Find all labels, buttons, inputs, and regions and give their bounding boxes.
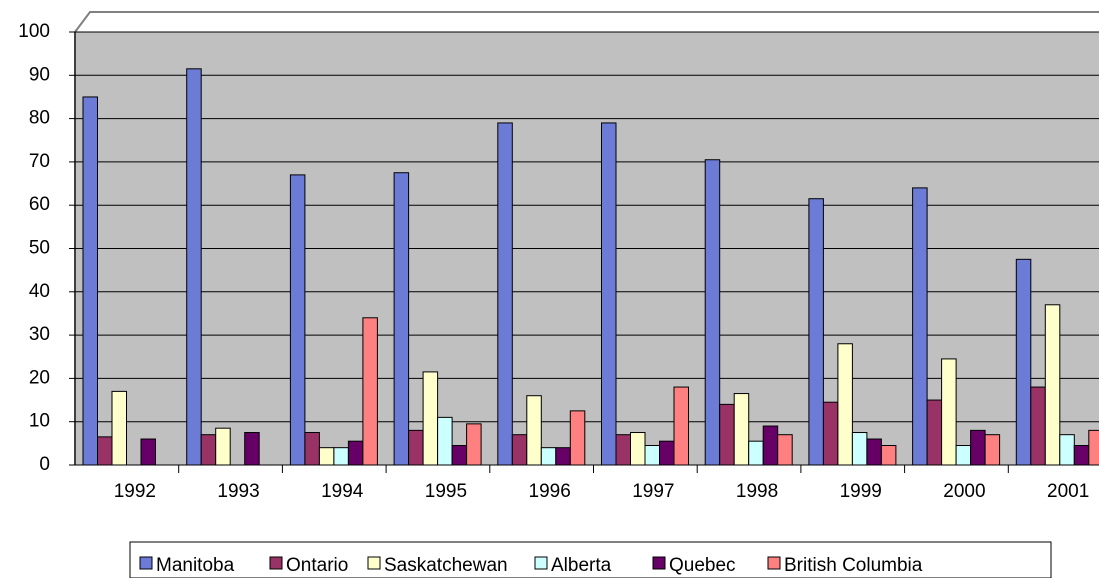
bar <box>601 122 617 466</box>
legend-swatch <box>269 556 283 570</box>
legend-swatch <box>534 556 548 570</box>
bar <box>408 429 424 466</box>
bar <box>912 187 928 466</box>
y-tick-label: 90 <box>29 64 50 85</box>
y-tick-label: 30 <box>29 324 50 345</box>
x-tick-label: 1997 <box>632 481 674 502</box>
x-tick-label: 2000 <box>943 481 985 502</box>
bar <box>733 393 750 466</box>
y-tick-label: 0 <box>39 454 50 475</box>
bar <box>111 390 127 466</box>
bar <box>362 317 378 466</box>
bar <box>200 434 217 466</box>
x-tick-label: 2001 <box>1047 481 1089 502</box>
bar <box>673 386 689 466</box>
bar <box>318 447 335 466</box>
bar <box>615 434 631 466</box>
legend-label: British Columbia <box>784 555 923 576</box>
y-tick-label: 100 <box>18 21 50 42</box>
bar <box>97 436 113 466</box>
bar <box>851 432 868 466</box>
bar <box>880 445 897 466</box>
x-tick-label: 1993 <box>217 481 259 502</box>
bar <box>393 172 410 466</box>
bar <box>244 432 260 466</box>
bar <box>289 174 306 466</box>
y-tick-label: 10 <box>29 411 50 432</box>
bar <box>569 410 586 466</box>
bar <box>215 427 231 466</box>
bar <box>140 438 156 466</box>
y-tick-label: 20 <box>29 367 50 388</box>
bar <box>762 425 779 466</box>
legend-label: Ontario <box>286 555 348 576</box>
bar <box>970 429 986 466</box>
bar <box>437 416 453 466</box>
bar <box>644 445 660 466</box>
legend-label: Saskatchewan <box>384 555 508 576</box>
bar <box>926 399 943 466</box>
legend-swatch <box>652 556 666 570</box>
x-tick-label: 1999 <box>840 481 882 502</box>
legend <box>129 541 1052 578</box>
bar <box>466 423 482 466</box>
bar <box>748 440 764 466</box>
bar <box>822 401 839 466</box>
bar <box>186 68 202 466</box>
bar <box>777 434 793 466</box>
x-tick-label: 1994 <box>321 481 364 502</box>
bar <box>1044 304 1061 466</box>
bar <box>333 447 349 466</box>
legend-label: Manitoba <box>156 555 235 576</box>
bar <box>808 198 824 466</box>
x-tick-label: 1992 <box>114 481 156 502</box>
bar <box>451 445 468 466</box>
bar <box>1088 429 1099 466</box>
x-tick-label: 1995 <box>425 481 467 502</box>
bar <box>347 440 364 466</box>
bar <box>630 432 646 466</box>
legend-swatch <box>767 556 781 570</box>
bar <box>526 395 542 466</box>
y-tick-label: 60 <box>29 194 50 215</box>
bar <box>422 371 439 466</box>
bar <box>304 432 320 466</box>
bar <box>704 159 721 466</box>
legend-label: Alberta <box>551 555 612 576</box>
bar <box>1059 434 1075 466</box>
y-tick-label: 70 <box>29 151 50 172</box>
legend-label: Quebec <box>669 555 736 576</box>
bar <box>955 445 972 466</box>
bar <box>984 434 1001 466</box>
bar <box>540 447 557 466</box>
bar <box>1015 258 1032 466</box>
bar <box>837 343 853 466</box>
bar <box>82 96 98 466</box>
bar <box>1073 445 1090 466</box>
bar <box>719 403 735 466</box>
bar <box>497 122 513 466</box>
x-tick-label: 1998 <box>736 481 778 502</box>
bar <box>941 358 957 466</box>
bar <box>659 440 675 466</box>
bar <box>1030 386 1046 466</box>
y-tick-label: 40 <box>29 281 50 302</box>
bar <box>555 447 571 466</box>
legend-swatch <box>139 556 153 570</box>
legend-swatch <box>367 556 381 570</box>
bar <box>511 434 528 466</box>
x-tick-label: 1996 <box>529 481 571 502</box>
y-tick-label: 80 <box>29 108 50 129</box>
bar <box>866 438 882 466</box>
y-tick-label: 50 <box>29 238 50 259</box>
